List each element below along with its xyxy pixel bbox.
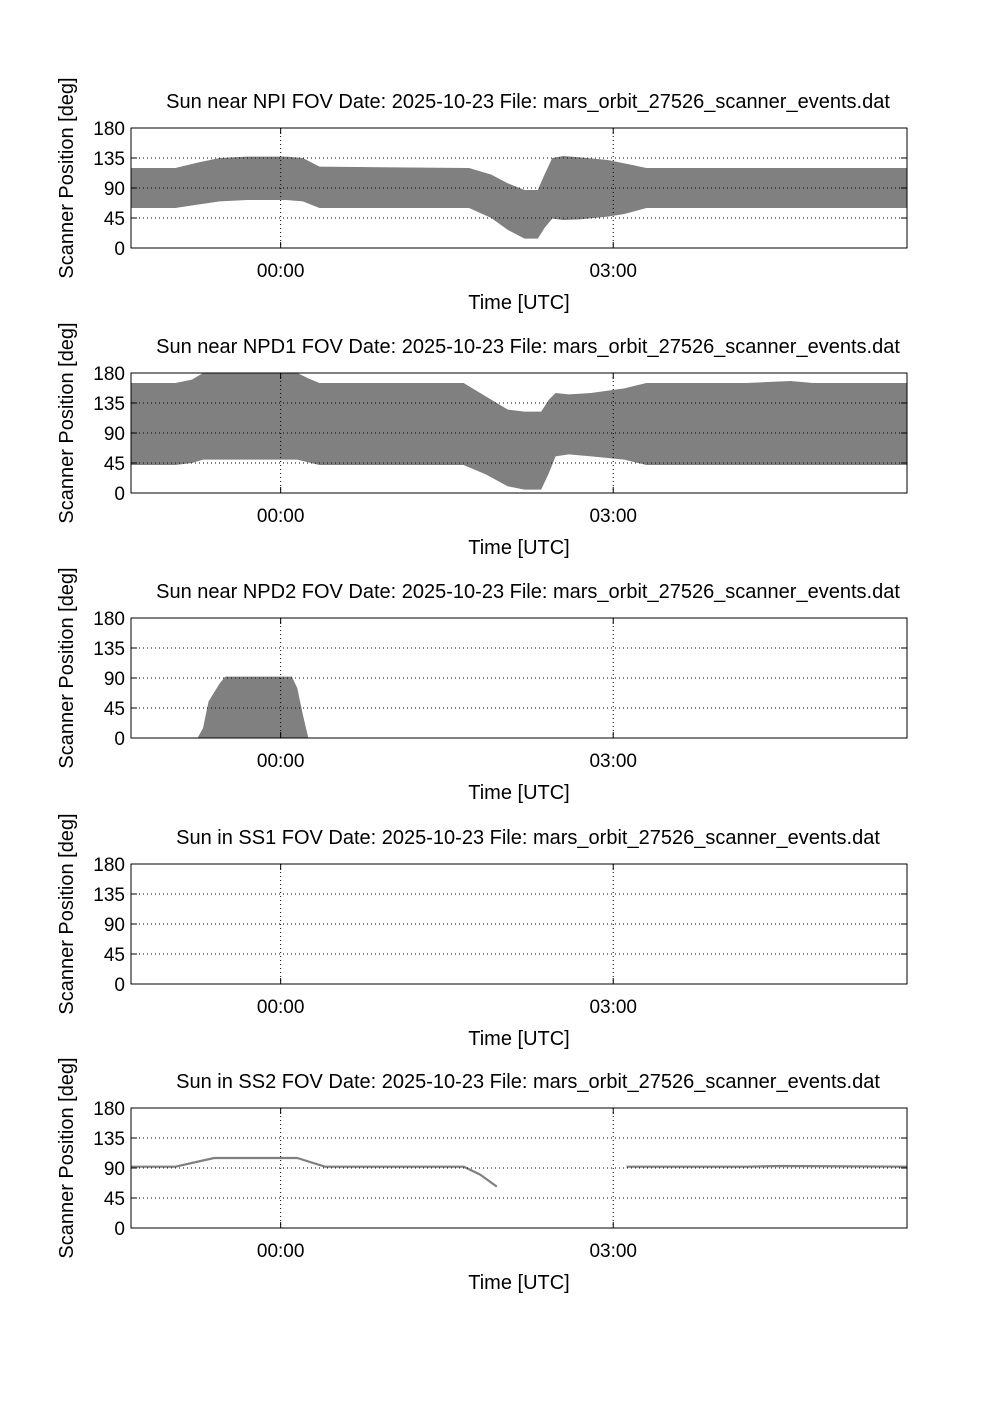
x-tick-label: 03:00: [589, 997, 637, 1018]
y-axis-label: Scanner Position [deg]: [56, 1057, 78, 1258]
y-tick-label: 0: [114, 975, 125, 996]
y-tick-label: 180: [93, 609, 125, 630]
y-tick-label: 135: [93, 149, 125, 170]
y-tick-label: 135: [93, 394, 125, 415]
x-tick-label: 03:00: [589, 261, 637, 282]
y-tick-label: 135: [93, 1129, 125, 1150]
data-line-segment-1: [131, 1156, 498, 1188]
panel-3: 0 45 90 135 180 00:00 03:00 Sun near NPD2 FOV D…: [56, 567, 908, 804]
data-line-segment-2: [626, 1164, 908, 1168]
y-tick-label: 135: [93, 885, 125, 906]
x-axis-label: Time [UTC]: [468, 292, 569, 314]
y-tick-label: 90: [104, 915, 125, 936]
x-tick-label: 00:00: [257, 1241, 305, 1262]
x-tick-label: 00:00: [257, 261, 305, 282]
y-axis-label: Scanner Position [deg]: [56, 77, 78, 278]
y-axis-label: Scanner Position [deg]: [56, 567, 78, 768]
y-tick-label: 0: [114, 1219, 125, 1240]
panel-4: 0 45 90 135 180 00:00 03:00 Sun in SS1 FOV Date…: [56, 813, 908, 1050]
y-tick-label: 45: [104, 945, 125, 966]
y-tick-label: 0: [114, 239, 125, 260]
panel-2: 0 45 90 135 180 00:00 03:00 Sun near NPD1 FOV D…: [56, 322, 908, 559]
chart-title: Sun near NPI FOV Date: 2025-10-23 File: …: [166, 91, 890, 113]
y-tick-label: 90: [104, 179, 125, 200]
y-tick-label: 90: [104, 1159, 125, 1180]
y-tick-label: 45: [104, 454, 125, 475]
x-axis-label: Time [UTC]: [468, 1272, 569, 1294]
data-band: [197, 676, 309, 738]
data-band: [131, 156, 907, 239]
x-axis-label: Time [UTC]: [468, 1028, 569, 1050]
y-tick-label: 0: [114, 729, 125, 750]
x-axis-label: Time [UTC]: [468, 782, 569, 804]
y-tick-label: 0: [114, 484, 125, 505]
panel-5: 0 45 90 135 180 00:00 03:00 Sun in SS2 FOV Date…: [56, 1057, 908, 1294]
y-tick-label: 135: [93, 639, 125, 660]
chart-title: Sun in SS2 FOV Date: 2025-10-23 File: ma…: [176, 1071, 880, 1093]
y-axis-label: Scanner Position [deg]: [56, 813, 78, 1014]
y-tick-label: 180: [93, 855, 125, 876]
chart-title: Sun near NPD1 FOV Date: 2025-10-23 File:…: [156, 336, 900, 358]
y-tick-label: 45: [104, 1189, 125, 1210]
chart-title: Sun near NPD2 FOV Date: 2025-10-23 File:…: [156, 581, 900, 603]
y-tick-label: 45: [104, 699, 125, 720]
y-tick-label: 90: [104, 669, 125, 690]
x-tick-label: 00:00: [257, 997, 305, 1018]
y-tick-label: 90: [104, 424, 125, 445]
x-tick-label: 03:00: [589, 751, 637, 772]
y-tick-label: 180: [93, 1099, 125, 1120]
data-band: [131, 373, 907, 490]
y-tick-label: 45: [104, 209, 125, 230]
chart-title: Sun in SS1 FOV Date: 2025-10-23 File: ma…: [176, 827, 880, 849]
x-tick-label: 03:00: [589, 506, 637, 527]
y-tick-label: 180: [93, 119, 125, 140]
x-tick-label: 00:00: [257, 751, 305, 772]
x-axis-label: Time [UTC]: [468, 537, 569, 559]
x-tick-label: 00:00: [257, 506, 305, 527]
panel-1: 0 45 90 135 180 00:00 03:00 Sun near NPI FOV Da…: [56, 77, 908, 314]
x-tick-label: 03:00: [589, 1241, 637, 1262]
y-axis-label: Scanner Position [deg]: [56, 322, 78, 523]
y-tick-label: 180: [93, 364, 125, 385]
